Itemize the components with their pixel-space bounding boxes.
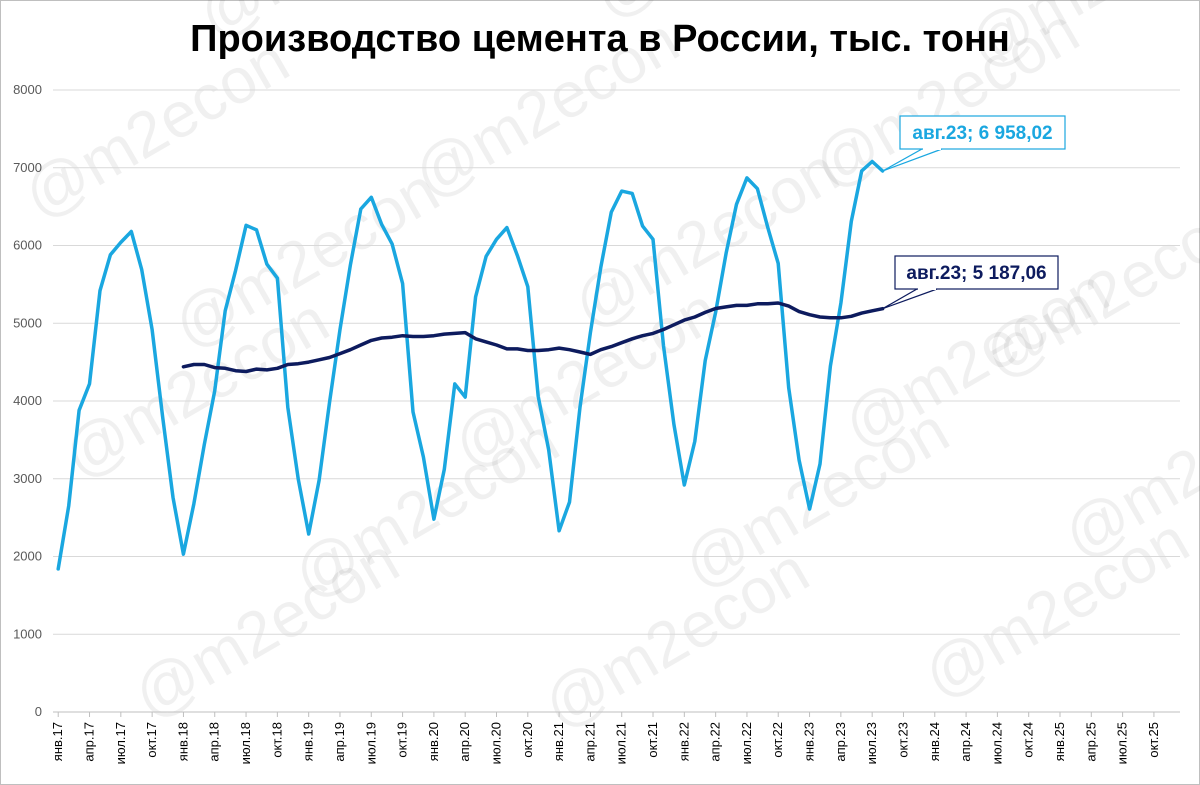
- x-tick-label: янв.22: [676, 722, 691, 761]
- x-tick-label: янв.17: [50, 722, 65, 761]
- watermark-text: @m2econ: [911, 503, 1200, 712]
- watermark-text: @m2econ: [531, 533, 820, 742]
- x-tick-label: июл.21: [614, 722, 629, 764]
- x-tick-label: июл.22: [739, 722, 754, 764]
- x-tick-label: окт.18: [269, 722, 284, 758]
- x-tick-label: апр.25: [1083, 722, 1098, 762]
- y-tick-label: 3000: [13, 471, 42, 486]
- x-tick-label: июл.18: [238, 722, 253, 764]
- x-tick-label: апр.19: [332, 722, 347, 762]
- callout-box: [899, 115, 1066, 150]
- callout-pointer: [882, 288, 938, 310]
- callout-label: авг.23; 6 958,02: [912, 123, 1052, 144]
- y-tick-label: 4000: [13, 393, 42, 408]
- callout-1: авг.23; 5 187,06: [882, 255, 1059, 310]
- watermark-text: @m2econ: [801, 0, 1090, 202]
- x-tick-label: окт.25: [1146, 722, 1161, 758]
- callout-label: авг.23; 5 187,06: [906, 263, 1046, 284]
- x-tick-label: янв.21: [551, 722, 566, 761]
- x-tick-label: янв.19: [301, 722, 316, 761]
- x-tick-label: окт.23: [895, 722, 910, 758]
- series-line-0: [56, 159, 885, 571]
- x-tick-label: апр.18: [207, 722, 222, 762]
- x-tick-label: июл.25: [1115, 722, 1130, 764]
- y-tick-label: 5000: [13, 315, 42, 330]
- callout-0: авг.23; 6 958,02: [882, 115, 1066, 172]
- x-tick-label: июл.20: [488, 722, 503, 764]
- x-tick-label: апр.17: [82, 722, 97, 762]
- x-tick-label: июл.23: [864, 722, 879, 764]
- x-tick-label: янв.20: [426, 722, 441, 761]
- y-tick-label: 8000: [13, 82, 42, 97]
- x-tick-label: апр.23: [833, 722, 848, 762]
- y-tick-label: 0: [35, 704, 42, 719]
- y-tick-label: 6000: [13, 238, 42, 253]
- x-tick-label: окт.17: [144, 722, 159, 758]
- x-tick-label: окт.19: [395, 722, 410, 758]
- x-tick-label: окт.21: [645, 722, 660, 758]
- x-tick-label: апр.20: [457, 722, 472, 762]
- x-tick-label: янв.24: [927, 722, 942, 761]
- callout-box: [894, 255, 1059, 290]
- x-tick-label: окт.20: [520, 722, 535, 758]
- watermark-text: @m2econ: [121, 523, 410, 732]
- x-tick-label: июл.19: [363, 722, 378, 764]
- watermark-group: @m2econ @m2econ @m2econ@m2econ @m2econ @m2ec…: [11, 0, 1200, 742]
- x-tick-label: окт.22: [770, 722, 785, 758]
- x-tick-label: апр.24: [958, 722, 973, 762]
- watermark-text: @m2econ: [671, 393, 960, 602]
- chart-title: Производство цемента в России, тыс. тонн: [190, 18, 1010, 60]
- x-tick-label: апр.22: [708, 722, 723, 762]
- y-tick-label: 7000: [13, 160, 42, 175]
- watermark-text: @m2econ: [401, 3, 690, 212]
- x-tick-label: янв.23: [802, 722, 817, 761]
- x-tick-label: янв.25: [1052, 722, 1067, 761]
- series-line-1: [181, 301, 885, 374]
- x-tick-label: янв.18: [175, 722, 190, 761]
- x-tick-label: окт.24: [1021, 722, 1036, 758]
- watermark-text: @m2econ: [11, 23, 300, 232]
- x-tick-label: июл.17: [113, 722, 128, 764]
- y-tick-label: 2000: [13, 549, 42, 564]
- x-tick-label: апр.21: [582, 722, 597, 762]
- y-tick-label: 1000: [13, 626, 42, 641]
- x-tick-label: июл.24: [989, 722, 1004, 764]
